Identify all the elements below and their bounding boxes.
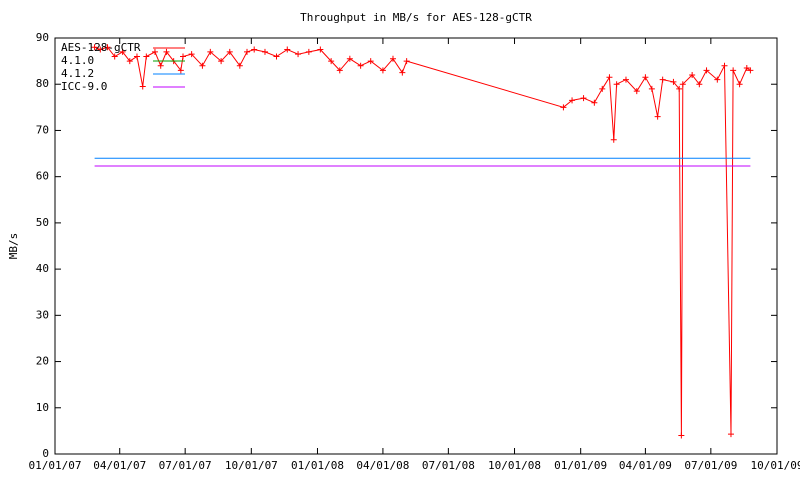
point-marker bbox=[703, 67, 710, 74]
point-marker bbox=[747, 67, 754, 74]
point-marker bbox=[133, 53, 140, 60]
point-marker bbox=[336, 67, 343, 74]
point-marker bbox=[188, 51, 195, 58]
point-marker bbox=[244, 48, 251, 55]
y-tick-label: 10 bbox=[36, 401, 49, 414]
point-marker bbox=[143, 53, 150, 60]
point-marker bbox=[305, 48, 312, 55]
y-tick-label: 20 bbox=[36, 355, 49, 368]
x-tick-label: 10/01/09 bbox=[751, 459, 800, 472]
point-marker bbox=[126, 58, 133, 65]
x-tick-label: 04/01/09 bbox=[619, 459, 672, 472]
point-marker bbox=[678, 432, 685, 439]
legend-label: AES-128-gCTR bbox=[61, 41, 141, 54]
x-tick-label: 07/01/07 bbox=[159, 459, 212, 472]
point-marker bbox=[670, 78, 677, 85]
point-marker bbox=[403, 58, 410, 65]
point-marker bbox=[743, 65, 750, 72]
point-marker bbox=[357, 62, 364, 69]
point-marker bbox=[261, 48, 268, 55]
series-line bbox=[94, 46, 751, 436]
point-marker bbox=[654, 113, 661, 120]
point-marker bbox=[151, 48, 158, 55]
point-marker bbox=[560, 104, 567, 111]
point-marker bbox=[714, 76, 721, 83]
y-tick-label: 60 bbox=[36, 170, 49, 183]
point-marker bbox=[97, 46, 104, 53]
point-marker bbox=[659, 76, 666, 83]
point-marker bbox=[284, 46, 291, 53]
point-marker bbox=[317, 46, 324, 53]
point-marker bbox=[622, 76, 629, 83]
point-marker bbox=[599, 85, 606, 92]
point-marker bbox=[610, 136, 617, 143]
point-marker bbox=[177, 67, 184, 74]
point-marker bbox=[273, 53, 280, 60]
x-tick-label: 10/01/08 bbox=[488, 459, 541, 472]
y-tick-label: 30 bbox=[36, 308, 49, 321]
x-tick-label: 07/01/09 bbox=[684, 459, 737, 472]
point-marker bbox=[696, 81, 703, 88]
point-marker bbox=[613, 81, 620, 88]
legend-label: 4.1.2 bbox=[61, 67, 94, 80]
x-tick-label: 01/01/07 bbox=[29, 459, 82, 472]
point-marker bbox=[163, 48, 170, 55]
point-marker bbox=[580, 95, 587, 102]
point-marker bbox=[736, 81, 743, 88]
y-tick-label: 50 bbox=[36, 216, 49, 229]
point-marker bbox=[226, 48, 233, 55]
point-marker bbox=[104, 44, 111, 51]
point-marker bbox=[180, 53, 187, 60]
x-tick-label: 04/01/08 bbox=[356, 459, 409, 472]
y-tick-label: 0 bbox=[42, 447, 49, 460]
y-tick-label: 90 bbox=[36, 31, 49, 44]
y-tick-label: 80 bbox=[36, 77, 49, 90]
y-tick-label: 70 bbox=[36, 123, 49, 136]
point-marker bbox=[689, 71, 696, 78]
x-tick-label: 04/01/07 bbox=[93, 459, 146, 472]
point-marker bbox=[642, 74, 649, 81]
y-axis-label: MB/s bbox=[7, 233, 20, 260]
point-marker bbox=[679, 81, 686, 88]
point-marker bbox=[367, 58, 374, 65]
legend-label: 4.1.0 bbox=[61, 54, 94, 67]
point-marker bbox=[730, 67, 737, 74]
point-marker bbox=[389, 55, 396, 62]
point-marker bbox=[199, 62, 206, 69]
point-marker bbox=[91, 44, 98, 51]
plot-frame bbox=[54, 37, 778, 455]
chart-title: Throughput in MB/s for AES-128-gCTR bbox=[300, 11, 532, 24]
point-marker bbox=[295, 51, 302, 58]
point-marker bbox=[569, 97, 576, 104]
point-marker bbox=[251, 46, 258, 53]
point-marker bbox=[207, 48, 214, 55]
point-marker bbox=[157, 62, 164, 69]
point-marker bbox=[236, 62, 243, 69]
point-marker bbox=[648, 85, 655, 92]
x-tick-label: 07/01/08 bbox=[422, 459, 475, 472]
point-marker bbox=[721, 62, 728, 69]
point-marker bbox=[379, 67, 386, 74]
point-marker bbox=[139, 83, 146, 90]
point-marker bbox=[727, 431, 734, 438]
point-marker bbox=[111, 53, 118, 60]
point-marker bbox=[676, 85, 683, 92]
point-marker bbox=[633, 88, 640, 95]
point-marker bbox=[119, 48, 126, 55]
y-tick-label: 40 bbox=[36, 262, 49, 275]
point-marker bbox=[218, 58, 225, 65]
x-tick-label: 10/01/07 bbox=[225, 459, 278, 472]
legend-label: ICC-9.0 bbox=[61, 80, 107, 93]
point-marker bbox=[606, 74, 613, 81]
point-marker bbox=[399, 69, 406, 76]
x-tick-label: 01/01/08 bbox=[291, 459, 344, 472]
point-marker bbox=[328, 58, 335, 65]
x-tick-label: 01/01/09 bbox=[554, 459, 607, 472]
point-marker bbox=[346, 55, 353, 62]
point-marker bbox=[591, 99, 598, 106]
